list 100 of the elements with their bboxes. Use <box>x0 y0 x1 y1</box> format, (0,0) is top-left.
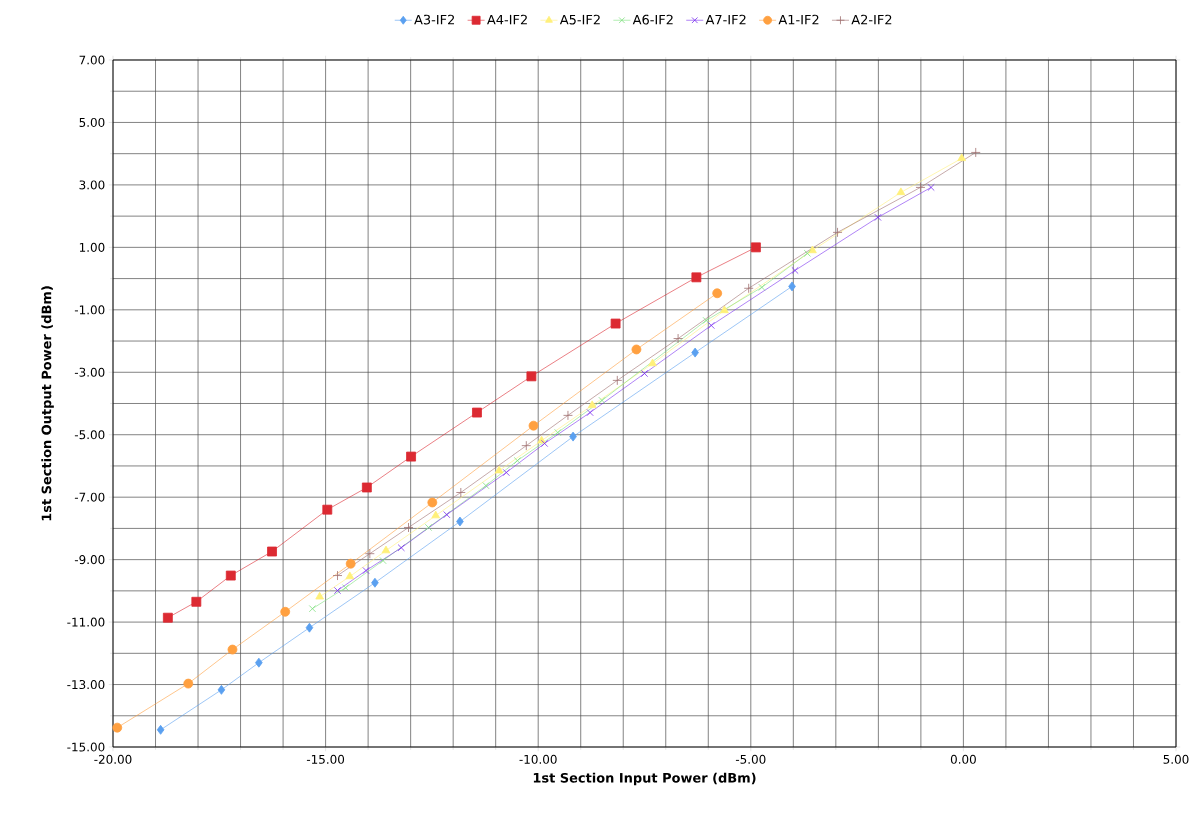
point <box>472 407 482 418</box>
y-tick-label: -1.00 <box>74 305 105 315</box>
point <box>808 245 817 254</box>
point <box>927 183 935 191</box>
x-tick-label: -15.00 <box>306 754 345 764</box>
y-tick-label: 7.00 <box>79 55 105 65</box>
point <box>379 556 387 565</box>
point <box>322 504 333 515</box>
point <box>586 408 594 417</box>
point <box>183 678 194 689</box>
point <box>280 606 291 617</box>
point <box>345 558 356 569</box>
point <box>267 546 277 557</box>
point <box>305 622 314 633</box>
point <box>225 570 236 581</box>
point <box>832 227 843 238</box>
point <box>702 316 710 325</box>
point <box>874 213 882 221</box>
y-tick-label: 5.00 <box>79 117 105 127</box>
point <box>896 187 906 196</box>
point <box>371 577 379 588</box>
legend-label: A3-IF2 <box>414 14 455 25</box>
legend-label: A1-IF2 <box>778 14 819 25</box>
point <box>563 410 573 421</box>
x-tick-label: 5.00 <box>1163 754 1189 764</box>
y-tick-label: -15.00 <box>67 742 105 752</box>
point <box>315 591 324 600</box>
y-tick-label: -13.00 <box>67 680 105 690</box>
point <box>364 548 375 559</box>
point <box>610 318 621 329</box>
point <box>443 511 451 519</box>
point <box>427 497 438 508</box>
point <box>648 358 657 367</box>
y-tick-label: 1.00 <box>79 242 105 252</box>
legend-label: A4-IF2 <box>487 14 527 25</box>
point <box>112 722 123 733</box>
point <box>791 266 799 275</box>
point <box>255 657 263 668</box>
point <box>513 457 521 465</box>
point <box>598 396 606 404</box>
point <box>569 431 577 442</box>
point <box>691 347 699 358</box>
x-axis-title: 1st Section Input Power (dBm) <box>533 772 756 786</box>
y-tick-label: -9.00 <box>74 555 105 565</box>
point <box>502 468 510 477</box>
point <box>333 586 342 595</box>
legend-label: A5-IF2 <box>559 14 600 25</box>
point <box>162 612 173 623</box>
point <box>494 465 504 474</box>
point <box>431 510 441 519</box>
point <box>631 344 642 355</box>
point <box>521 440 532 451</box>
point <box>482 482 490 490</box>
y-tick-label: 3.00 <box>79 180 105 190</box>
y-axis-title: 1st Section Output Power (dBm) <box>41 286 54 521</box>
point <box>342 584 350 592</box>
legend-label: A7-IF2 <box>705 14 746 25</box>
point <box>758 283 766 291</box>
point <box>743 283 754 294</box>
point <box>751 242 761 253</box>
point <box>803 249 811 257</box>
y-tick-label: -3.00 <box>74 367 105 377</box>
x-tick-label: -10.00 <box>519 754 557 764</box>
y-tick-label: -11.00 <box>67 617 105 627</box>
point <box>217 684 226 695</box>
x-tick-label: -20.00 <box>94 754 132 764</box>
point <box>526 371 537 382</box>
point <box>345 571 355 580</box>
point <box>332 570 343 581</box>
point <box>587 400 597 409</box>
point <box>156 724 165 735</box>
point <box>227 644 238 655</box>
point <box>406 451 416 462</box>
point <box>788 281 796 292</box>
point <box>712 288 723 299</box>
point <box>957 153 966 162</box>
point <box>308 605 316 613</box>
point <box>970 147 981 158</box>
point <box>554 428 562 437</box>
x-tick-label: -5.00 <box>735 754 766 764</box>
point <box>528 420 539 431</box>
point <box>456 516 464 527</box>
point <box>362 566 370 575</box>
point <box>691 272 702 283</box>
point <box>707 321 715 330</box>
point <box>381 545 391 554</box>
y-tick-label: -5.00 <box>74 430 105 440</box>
point <box>191 596 202 607</box>
point <box>455 487 466 498</box>
y-tick-label: -7.00 <box>74 492 105 502</box>
legend-label: A2-IF2 <box>851 14 892 25</box>
point <box>673 333 683 344</box>
point <box>397 544 405 552</box>
point <box>540 439 549 448</box>
point <box>915 182 926 193</box>
point <box>720 305 729 314</box>
x-tick-label: 0.00 <box>950 754 976 764</box>
legend-label: A6-IF2 <box>632 14 673 25</box>
point <box>361 482 372 493</box>
point <box>612 375 623 386</box>
